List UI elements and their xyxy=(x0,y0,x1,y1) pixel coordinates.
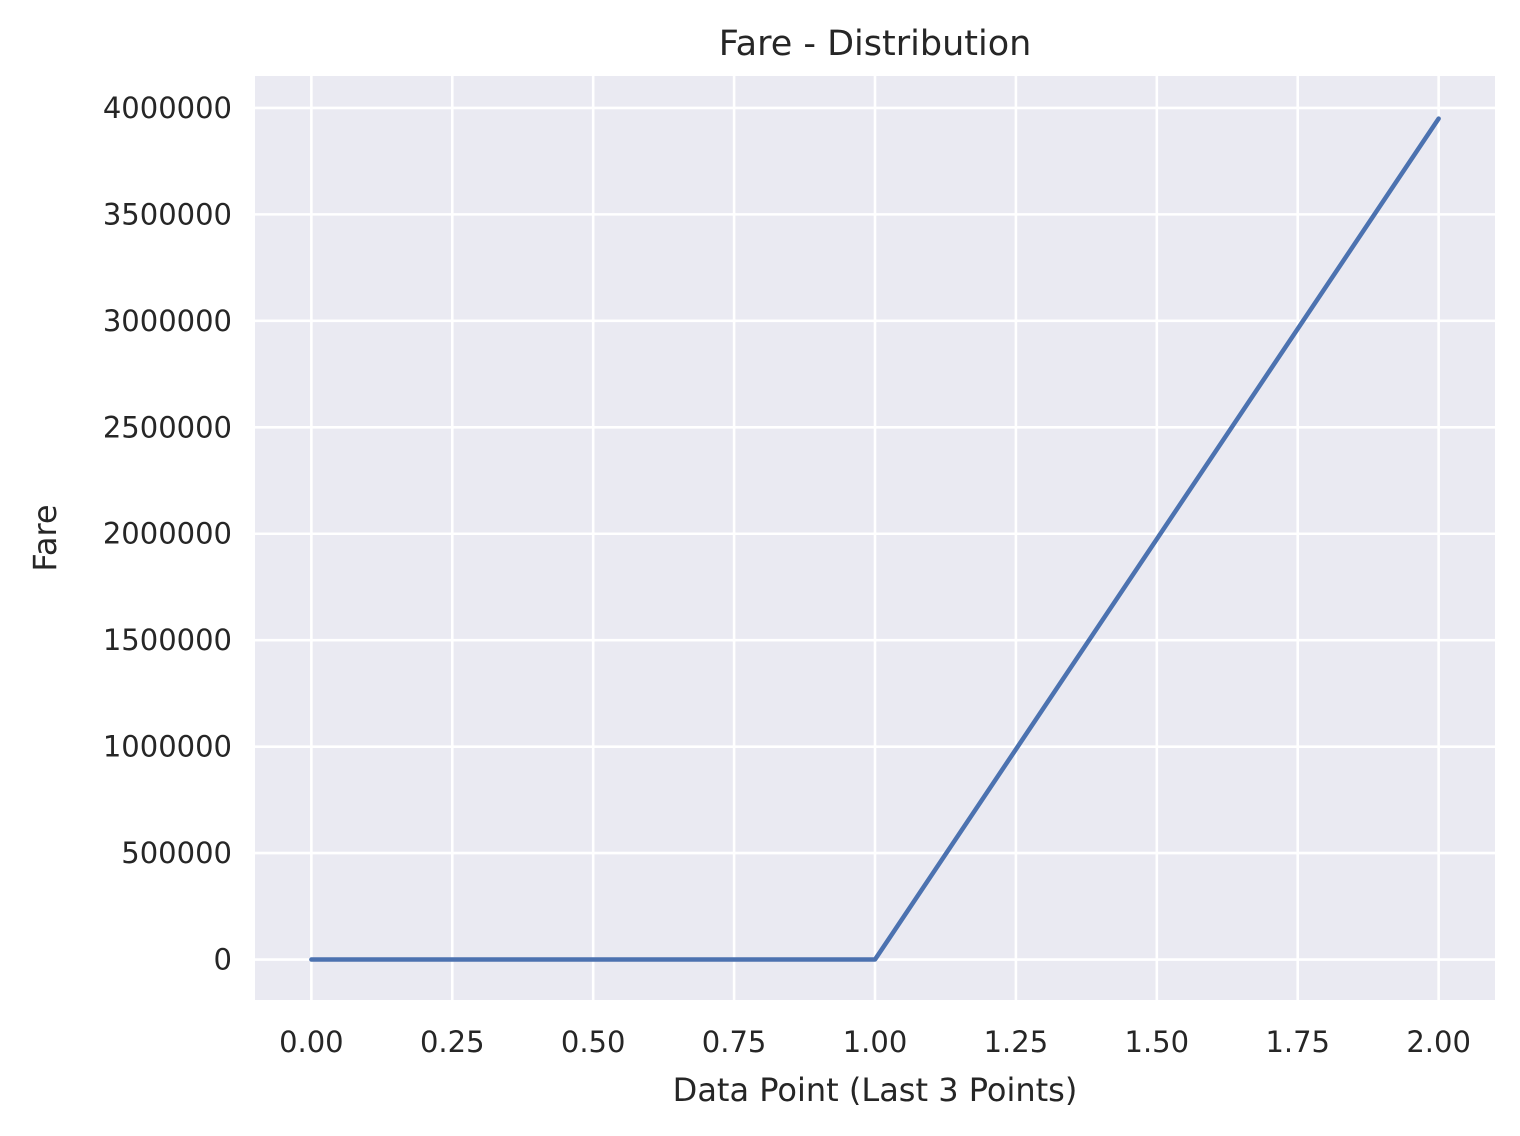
y-tick-label: 1500000 xyxy=(103,623,232,657)
y-tick-label: 2500000 xyxy=(103,410,232,444)
x-tick-label: 0.75 xyxy=(702,1025,767,1059)
y-tick-label: 3500000 xyxy=(103,197,232,231)
y-tick-label: 0 xyxy=(214,943,232,977)
x-tick-label: 0.50 xyxy=(561,1025,626,1059)
y-tick-label: 4000000 xyxy=(103,91,232,125)
x-tick-label: 1.00 xyxy=(843,1025,908,1059)
x-tick-labels: 0.00 0.25 0.50 0.75 1.00 1.25 1.50 1.75 2.00 xyxy=(279,1025,1471,1059)
series-layer xyxy=(309,116,1441,962)
y-tick-label: 2000000 xyxy=(103,517,232,551)
x-tick-label: 2.00 xyxy=(1406,1025,1471,1059)
y-tick-label: 500000 xyxy=(121,836,232,870)
x-axis-label: Data Point (Last 3 Points) xyxy=(673,1071,1078,1109)
y-tick-labels: 0 500000 1000000 1500000 2000000 2500000 30000… xyxy=(103,91,232,977)
chart-title: Fare - Distribution xyxy=(719,24,1032,64)
vertical-gridlines xyxy=(310,76,1440,1000)
x-tick-label: 1.75 xyxy=(1265,1025,1330,1059)
fare-series-line xyxy=(309,116,1441,962)
y-tick-label: 1000000 xyxy=(103,730,232,764)
x-tick-label: 0.00 xyxy=(279,1025,344,1059)
x-tick-label: 1.25 xyxy=(984,1025,1049,1059)
x-tick-label: 1.50 xyxy=(1125,1025,1190,1059)
y-tick-label: 3000000 xyxy=(103,304,232,338)
x-tick-label: 0.25 xyxy=(420,1025,485,1059)
y-axis-label: Fare xyxy=(26,504,64,571)
